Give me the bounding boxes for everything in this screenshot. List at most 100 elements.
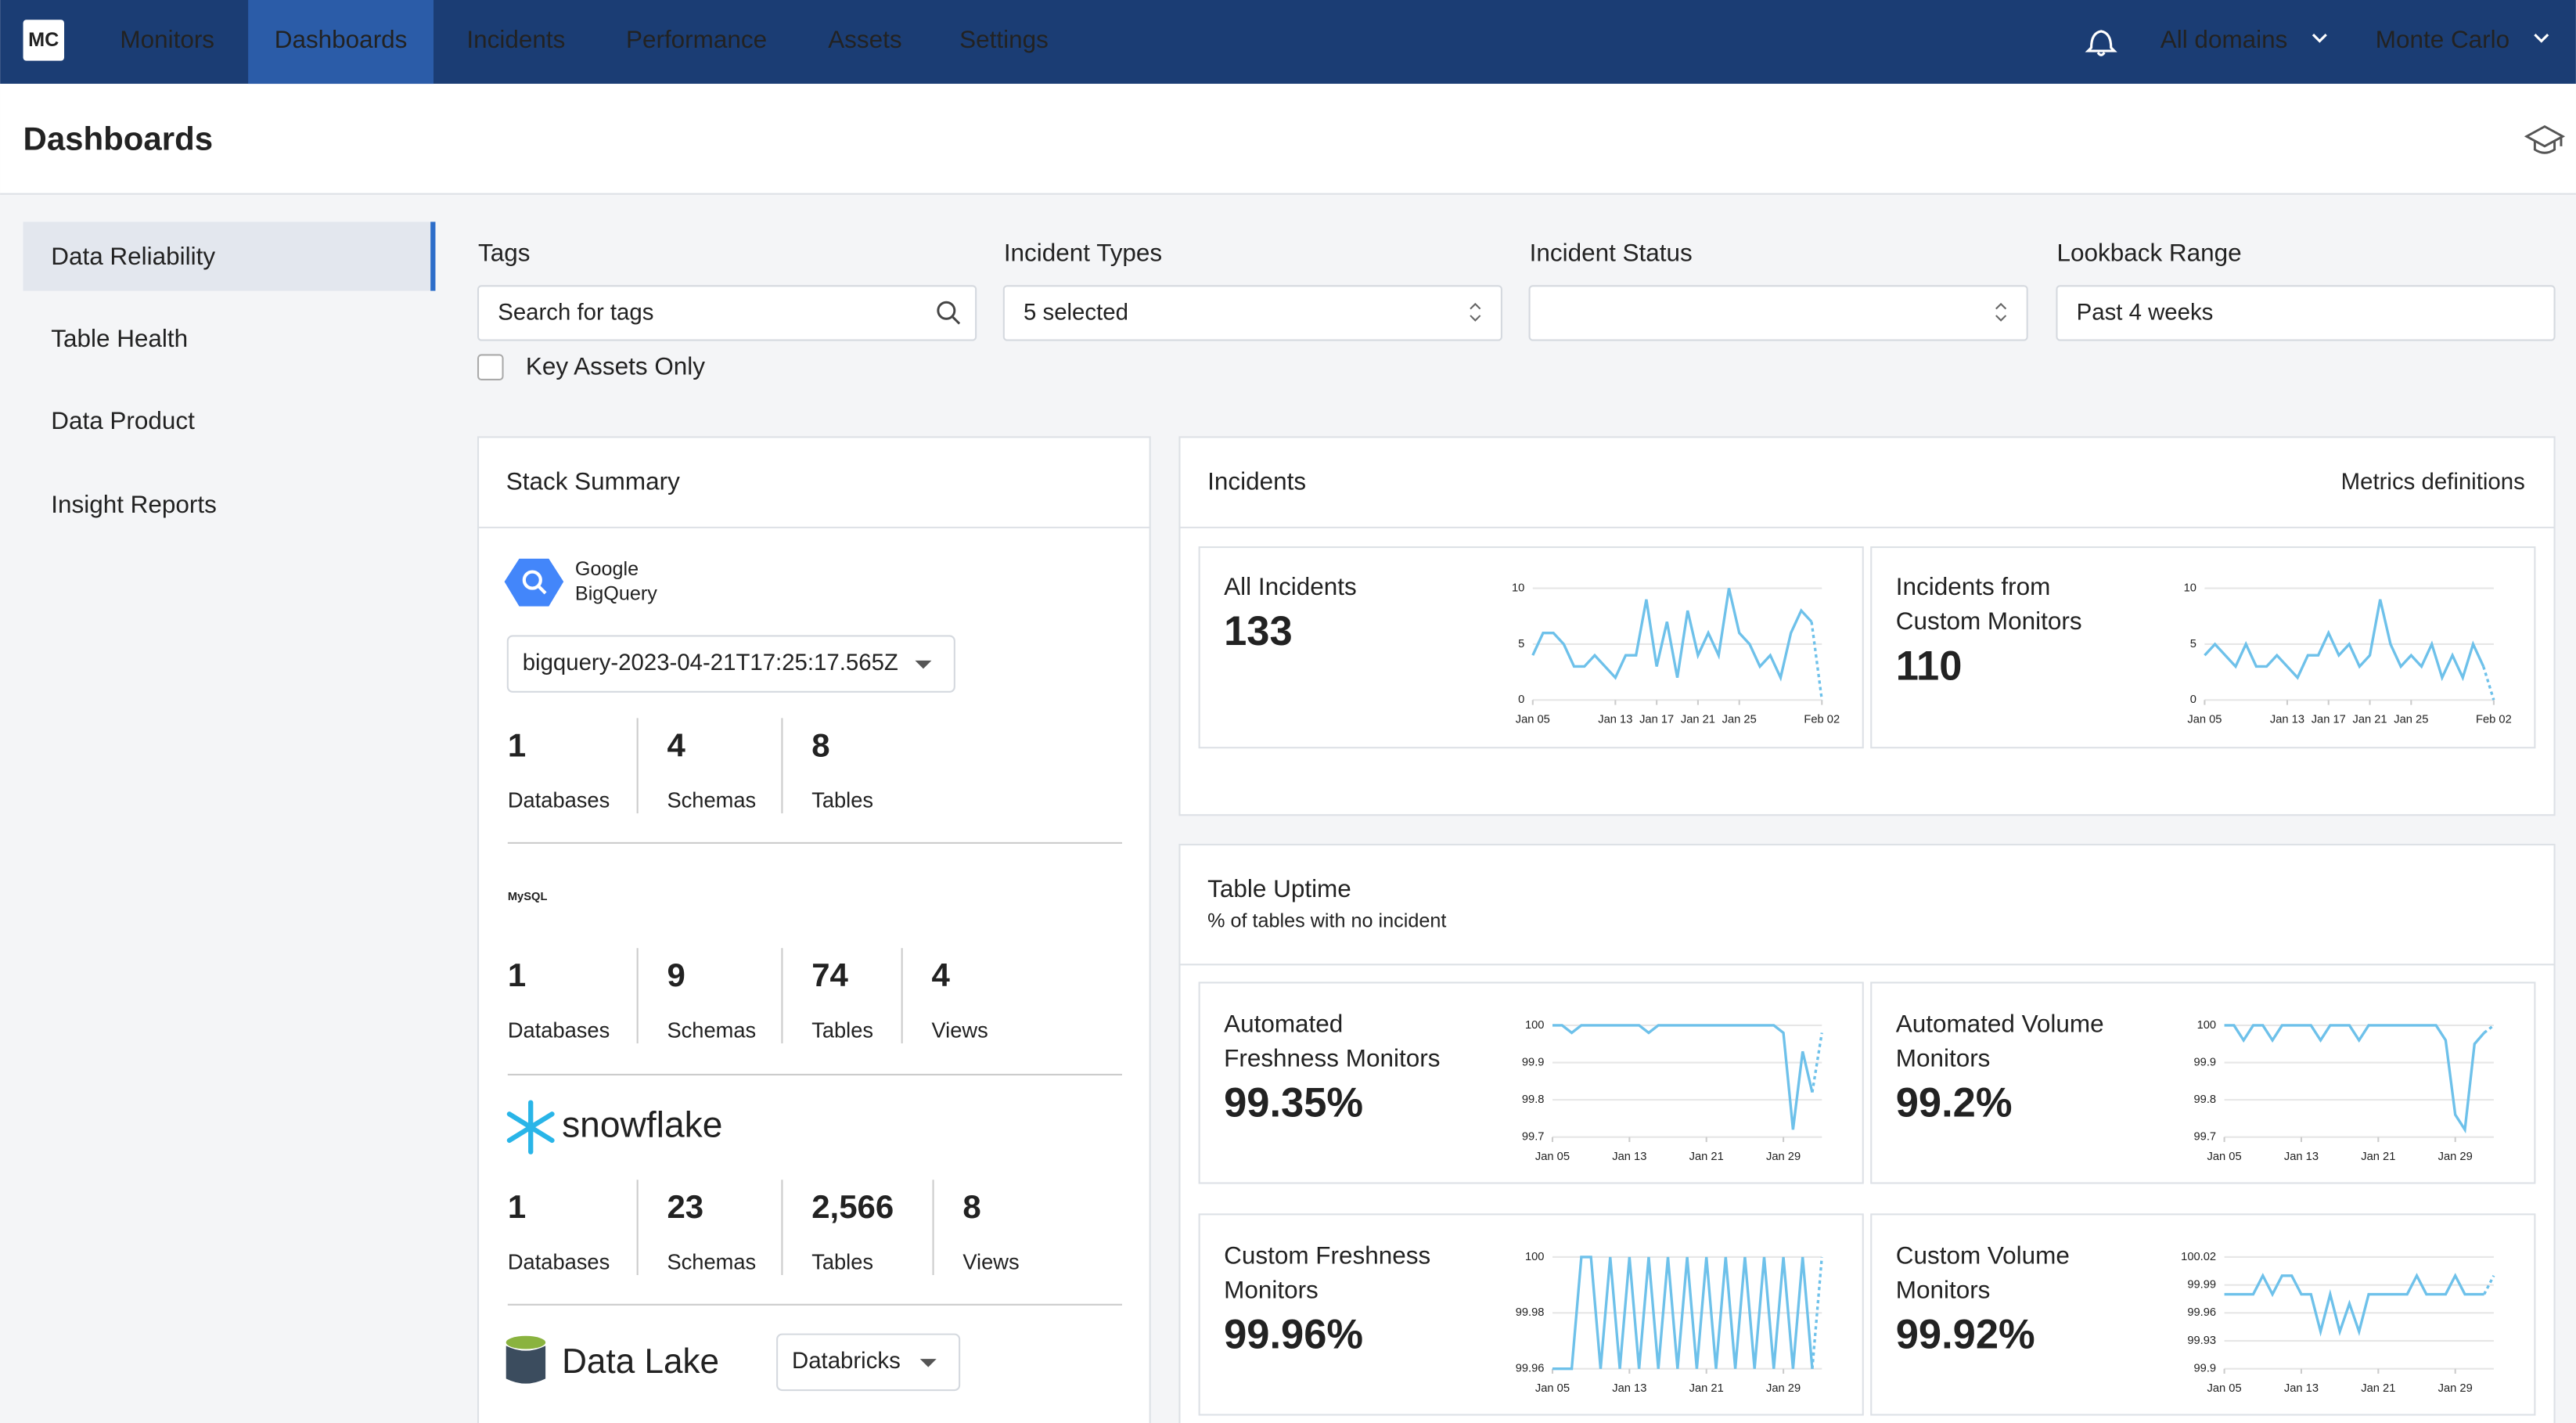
sidebar-active-bar — [430, 222, 436, 291]
snowflake-icon — [506, 1100, 555, 1155]
sparkline-projection — [1811, 1256, 1823, 1369]
x-tick-label: Jan 21 — [2361, 1151, 2395, 1163]
x-tick-label: Jan 25 — [2394, 713, 2428, 726]
nav-item[interactable]: Performance — [626, 26, 767, 53]
y-tick-label: 5 — [1518, 638, 1524, 650]
x-tick-label: Jan 29 — [2438, 1382, 2473, 1395]
card-title: Freshness Monitors — [1224, 1044, 1440, 1072]
filter-value: 5 selected — [1024, 300, 1128, 326]
x-tick-label: Jan 25 — [1722, 713, 1757, 726]
y-tick-label: 99.96 — [2187, 1306, 2216, 1319]
card-title: Monitors — [1896, 1044, 1991, 1072]
y-tick-label: 100.02 — [2181, 1251, 2216, 1263]
sparkline-projection — [2482, 665, 2495, 701]
x-tick-label: Jan 05 — [1535, 1151, 1570, 1163]
source-selector[interactable] — [776, 1333, 961, 1392]
bell-icon[interactable] — [2085, 30, 2117, 56]
x-tick-label: Feb 02 — [1804, 713, 1840, 726]
metric-card — [1870, 1213, 2536, 1416]
sparkline — [1552, 1024, 1814, 1130]
card-title: Custom Monitors — [1896, 607, 2082, 635]
card-value: 99.2% — [1896, 1080, 2013, 1126]
filter-input[interactable] — [477, 285, 977, 341]
sidebar-item[interactable]: Table Health — [51, 325, 188, 352]
metric-card — [1198, 1213, 1864, 1416]
stat-value: 1 — [508, 726, 526, 763]
card-title: Custom Freshness — [1224, 1241, 1430, 1269]
x-tick-label: Jan 29 — [2438, 1151, 2473, 1163]
logo-text[interactable]: MC — [28, 29, 59, 51]
y-tick-label: 99.98 — [1516, 1306, 1545, 1319]
nav-item[interactable]: Monitors — [120, 26, 214, 53]
x-tick-label: Jan 05 — [2187, 713, 2222, 726]
x-tick-label: Jan 29 — [1766, 1151, 1801, 1163]
x-tick-label: Jan 13 — [2284, 1382, 2319, 1395]
x-tick-label: Jan 13 — [2284, 1151, 2319, 1163]
stat-label: Views — [962, 1250, 1019, 1274]
sidebar-item[interactable]: Data Product — [51, 407, 195, 434]
stat-value: 1 — [508, 1188, 526, 1225]
metrics-link[interactable]: Metrics definitions — [2341, 469, 2525, 495]
filter-input[interactable] — [2056, 285, 2556, 341]
logo-box[interactable] — [23, 20, 65, 61]
card-title: All Incidents — [1224, 573, 1357, 600]
sidebar-item[interactable]: Data Reliability — [51, 243, 215, 270]
filter-label: Lookback Range — [2056, 240, 2241, 267]
nav-item[interactable]: Incidents — [466, 26, 565, 53]
x-tick-label: Jan 05 — [1516, 713, 1550, 726]
filter-value: Past 4 weeks — [2077, 300, 2214, 326]
chevron[interactable] — [2312, 33, 2327, 43]
card-title: Automated Volume — [1896, 1010, 2104, 1037]
stat-label: Tables — [811, 788, 873, 812]
card-value: 133 — [1224, 608, 1293, 654]
nav-item[interactable]: Dashboards — [275, 26, 408, 53]
y-tick-label: 99.8 — [2194, 1093, 2217, 1106]
sparkline — [2204, 599, 2485, 682]
sidebar-item[interactable]: Insight Reports — [51, 491, 217, 518]
learn-icon[interactable] — [2524, 124, 2566, 154]
filter-input[interactable] — [1528, 285, 2028, 341]
nav-item[interactable]: Assets — [828, 26, 901, 53]
y-tick-label: 100 — [2197, 1019, 2217, 1032]
card-value: 110 — [1896, 643, 1963, 689]
card-title: Automated — [1224, 1010, 1343, 1037]
stat-label: Tables — [811, 1018, 873, 1043]
sparkline — [1531, 588, 1813, 682]
chevron[interactable] — [2534, 33, 2549, 43]
stat-value: 4 — [667, 726, 685, 763]
nav-item[interactable]: Settings — [959, 26, 1049, 53]
domain-selector[interactable]: All domains — [2160, 26, 2288, 53]
stat-value: 9 — [667, 956, 685, 993]
card-value: 99.35% — [1224, 1080, 1363, 1126]
y-tick-label: 100 — [1525, 1019, 1545, 1032]
stat-value: 23 — [667, 1188, 703, 1225]
x-tick-label: Jan 05 — [1535, 1382, 1570, 1395]
stat-label: Databases — [508, 788, 610, 812]
sparkline — [2224, 1024, 2485, 1134]
y-tick-label: 99.9 — [1522, 1056, 1545, 1068]
source-selector[interactable] — [506, 635, 955, 693]
y-tick-label: 99.7 — [1522, 1131, 1545, 1144]
stat-value: 8 — [811, 726, 829, 763]
panel-title: Stack Summary — [506, 468, 680, 495]
stat-value: 74 — [811, 956, 848, 993]
nav-active-bg — [248, 0, 434, 85]
stat-label: Schemas — [667, 1250, 756, 1274]
source-logo-text: Data Lake — [562, 1342, 719, 1381]
x-tick-label: Jan 05 — [2207, 1151, 2242, 1163]
y-tick-label: 99.96 — [1516, 1363, 1545, 1375]
select-arrows — [1470, 302, 1481, 310]
x-tick-label: Jan 13 — [1598, 713, 1632, 726]
y-tick-label: 99.99 — [2187, 1279, 2216, 1292]
checkbox[interactable] — [477, 354, 504, 380]
x-tick-label: Jan 21 — [1689, 1382, 1724, 1395]
x-tick-label: Jan 21 — [2361, 1382, 2395, 1395]
bigquery-icon-handle — [538, 585, 547, 595]
y-tick-label: 10 — [1512, 582, 1524, 594]
account-menu[interactable]: Monte Carlo — [2376, 26, 2509, 53]
filter-input[interactable] — [1002, 285, 1502, 341]
filter-label: Incident Types — [1004, 240, 1162, 267]
y-tick-label: 99.93 — [2187, 1335, 2216, 1347]
